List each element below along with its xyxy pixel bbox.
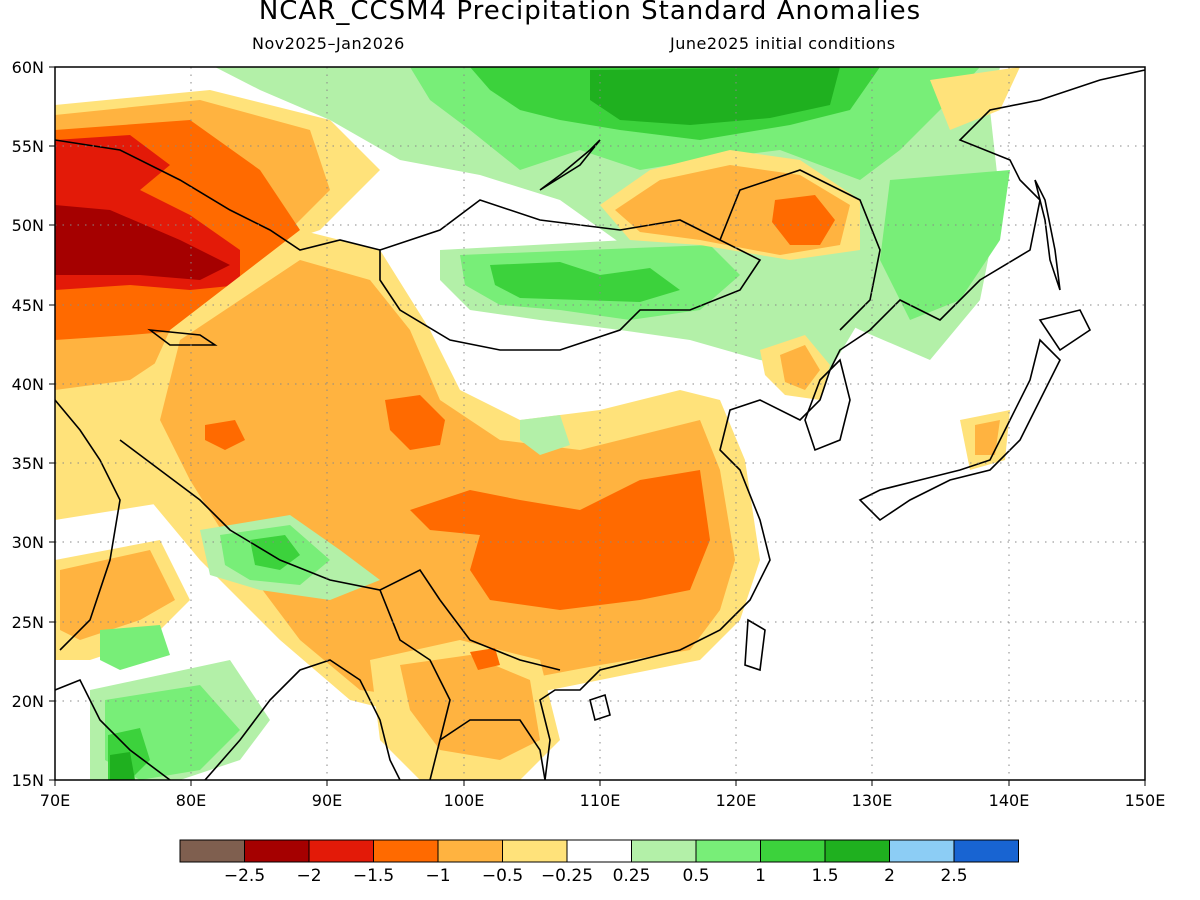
lake-balkhash [147, 328, 218, 346]
colorbar-swatch [502, 839, 568, 863]
colorbar-label: −2 [296, 866, 321, 886]
wet-region-central-india [100, 625, 170, 670]
colorbar-swatch [695, 839, 761, 863]
lat-label: 50N [12, 216, 44, 235]
colorbar-swatch [308, 839, 374, 863]
colorbar-label: −0.5 [482, 866, 523, 886]
lat-label: 55N [12, 137, 44, 156]
colorbar-swatch [889, 839, 955, 863]
colorbar-swatch [824, 839, 890, 863]
lake-baikal [539, 139, 601, 191]
lon-label: 150E [1125, 791, 1166, 810]
wet-region-india-peak [110, 752, 135, 780]
border-myanmar [379, 589, 451, 741]
colorbar-swatch [244, 839, 310, 863]
wet-region-central-china [520, 415, 570, 455]
coastlines-and-borders [55, 69, 1145, 780]
colorbar-swatch [373, 839, 439, 863]
lat-label: 60N [12, 58, 44, 77]
island-taiwan [744, 618, 766, 672]
dry-region-india-mid [60, 550, 175, 640]
island-hainan [589, 693, 611, 722]
colorbar-label: 1.5 [811, 866, 838, 886]
lat-label: 30N [12, 533, 44, 552]
colorbar-label: 2.5 [940, 866, 967, 886]
colorbar-label: −0.25 [541, 866, 593, 886]
lon-label: 110E [580, 791, 621, 810]
coastline-sakhalin [1034, 179, 1061, 291]
colorbar-label: −1.5 [353, 866, 394, 886]
lon-label: 70E [40, 791, 70, 810]
colorbar-swatch [631, 839, 697, 863]
coastline-hokkaido [1038, 309, 1092, 352]
lat-label: 15N [12, 771, 44, 790]
colorbar-label: −1 [425, 866, 450, 886]
lon-label: 130E [852, 791, 893, 810]
dry-region-west-siberia-peak [55, 205, 230, 280]
colorbar-label: 0.5 [682, 866, 709, 886]
lat-label: 20N [12, 692, 44, 711]
gridlines [55, 67, 1145, 780]
lon-label: 100E [444, 791, 485, 810]
border-india-pakistan [55, 399, 121, 651]
coastline-indochina [429, 719, 546, 780]
lat-label: 45N [12, 296, 44, 315]
dry-region-kamchatka [930, 67, 1020, 130]
tick-marks [49, 66, 1146, 786]
longitude-labels: 70E 80E 90E 100E 110E 120E 130E 140E 150… [40, 791, 1166, 810]
colorbar-swatch [437, 839, 503, 863]
latitude-labels: 15N 20N 25N 30N 35N 40N 45N 50N 55N 60N [12, 58, 44, 790]
colorbar [179, 839, 1019, 863]
lat-label: 35N [12, 454, 44, 473]
anomaly-field [55, 67, 1145, 780]
dry-region-southeast-asia-core [470, 648, 500, 670]
coastline-bay-of-bengal [204, 659, 401, 780]
colorbar-swatch [566, 839, 632, 863]
colorbar-label: 2 [884, 866, 895, 886]
border-china-russia [719, 169, 881, 331]
coastline-korea [804, 358, 851, 452]
forecast-period: Nov2025–Jan2026 [252, 34, 405, 53]
wet-region-himalaya-core [250, 535, 300, 570]
border-china-southeast [439, 599, 561, 671]
colorbar-swatch [179, 839, 245, 863]
dry-region-south-china [410, 470, 710, 610]
wet-region-siberia-peak [590, 67, 840, 125]
initial-conditions-label: June2025 initial conditions [670, 34, 896, 53]
colorbar-label: −2.5 [224, 866, 265, 886]
colorbar-labels: −2.5 −2 −1.5 −1 −0.5 −0.25 0.25 0.5 1 1.5 2 2.5 [224, 866, 968, 886]
lon-label: 120E [716, 791, 757, 810]
coastline-east-asia [539, 69, 1145, 780]
colorbar-swatch [953, 839, 1019, 863]
dry-region-korea-mid [780, 345, 820, 390]
dry-region-southeast-asia-mid [400, 655, 540, 760]
map-title: NCAR_CCSM4 Precipitation Standard Anomal… [258, 0, 922, 26]
colorbar-swatch [760, 839, 826, 863]
dry-region-northeast-china-core [772, 195, 835, 245]
lon-label: 80E [176, 791, 206, 810]
lat-label: 25N [12, 613, 44, 632]
colorbar-label: 1 [755, 866, 766, 886]
wet-region-mongolia-core [490, 262, 680, 302]
border-himalaya [119, 439, 441, 601]
colorbar-label: 0.25 [613, 866, 651, 886]
lon-label: 140E [989, 791, 1030, 810]
lat-label: 40N [12, 375, 44, 394]
wet-region-far-east [880, 170, 1010, 320]
coastline-india [55, 678, 171, 780]
dry-region-japan-mid [975, 420, 1000, 455]
border-central-asia [55, 139, 381, 251]
border-mongolia [379, 199, 762, 351]
dry-region-tibet-hotspot-1 [385, 395, 445, 450]
coastline-japan [858, 338, 1061, 522]
lon-label: 90E [312, 791, 342, 810]
dry-region-tibet-hotspot-2 [205, 420, 245, 450]
